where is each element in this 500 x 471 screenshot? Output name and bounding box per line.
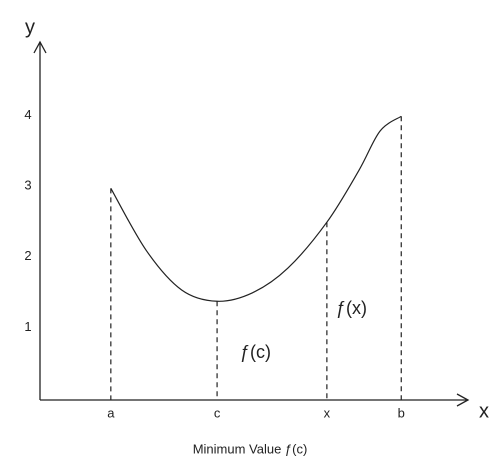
y-tick-label: 2 (24, 248, 31, 263)
x-tick-label: a (107, 405, 115, 420)
annotation: ƒ(x) (336, 298, 367, 318)
x-tick-label: c (214, 405, 221, 420)
x-tick-label: x (324, 405, 331, 420)
y-axis-label: y (25, 16, 35, 38)
caption: Minimum Value ƒ(c) (193, 441, 308, 456)
annotation: ƒ(c) (240, 342, 271, 362)
curve (110, 115, 402, 302)
y-tick-label: 4 (24, 107, 31, 122)
y-tick-label: 3 (24, 178, 31, 193)
x-tick-label: b (398, 405, 405, 420)
x-axis-label: x (479, 400, 489, 422)
y-tick-label: 1 (24, 319, 31, 334)
